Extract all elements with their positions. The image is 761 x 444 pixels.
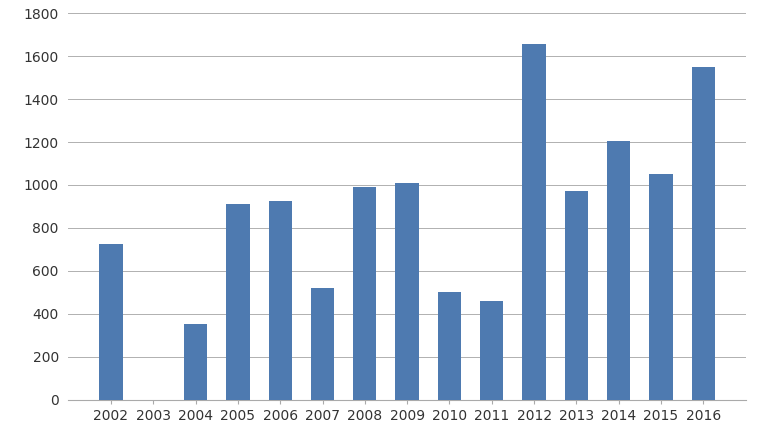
Bar — [226, 204, 250, 400]
Bar — [480, 301, 504, 400]
Bar — [184, 325, 207, 400]
Bar — [692, 67, 715, 400]
Bar — [565, 191, 588, 400]
Bar — [607, 141, 630, 400]
Bar — [649, 174, 673, 400]
Bar — [269, 201, 291, 400]
Bar — [99, 244, 123, 400]
Bar — [310, 288, 334, 400]
Bar — [353, 187, 377, 400]
Bar — [523, 44, 546, 400]
Bar — [396, 183, 419, 400]
Bar — [438, 292, 461, 400]
